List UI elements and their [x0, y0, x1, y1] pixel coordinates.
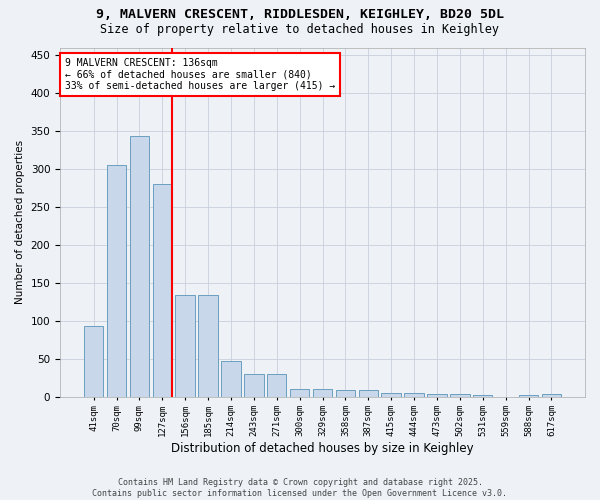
- Bar: [267, 374, 286, 396]
- Bar: [244, 374, 263, 396]
- Bar: [221, 361, 241, 396]
- Bar: [199, 295, 218, 396]
- Text: Size of property relative to detached houses in Keighley: Size of property relative to detached ho…: [101, 22, 499, 36]
- Bar: [450, 394, 470, 396]
- Bar: [359, 390, 378, 396]
- Bar: [519, 395, 538, 396]
- Bar: [290, 389, 310, 396]
- Y-axis label: Number of detached properties: Number of detached properties: [15, 140, 25, 304]
- Bar: [152, 184, 172, 396]
- X-axis label: Distribution of detached houses by size in Keighley: Distribution of detached houses by size …: [171, 442, 474, 455]
- Bar: [107, 165, 126, 396]
- Bar: [130, 136, 149, 396]
- Bar: [382, 393, 401, 396]
- Bar: [84, 326, 103, 396]
- Text: 9 MALVERN CRESCENT: 136sqm
← 66% of detached houses are smaller (840)
33% of sem: 9 MALVERN CRESCENT: 136sqm ← 66% of deta…: [65, 58, 335, 91]
- Bar: [473, 395, 493, 396]
- Text: 9, MALVERN CRESCENT, RIDDLESDEN, KEIGHLEY, BD20 5DL: 9, MALVERN CRESCENT, RIDDLESDEN, KEIGHLE…: [96, 8, 504, 20]
- Bar: [175, 295, 195, 396]
- Bar: [427, 394, 446, 396]
- Bar: [542, 394, 561, 396]
- Text: Contains HM Land Registry data © Crown copyright and database right 2025.
Contai: Contains HM Land Registry data © Crown c…: [92, 478, 508, 498]
- Bar: [404, 393, 424, 396]
- Bar: [335, 390, 355, 396]
- Bar: [313, 389, 332, 396]
